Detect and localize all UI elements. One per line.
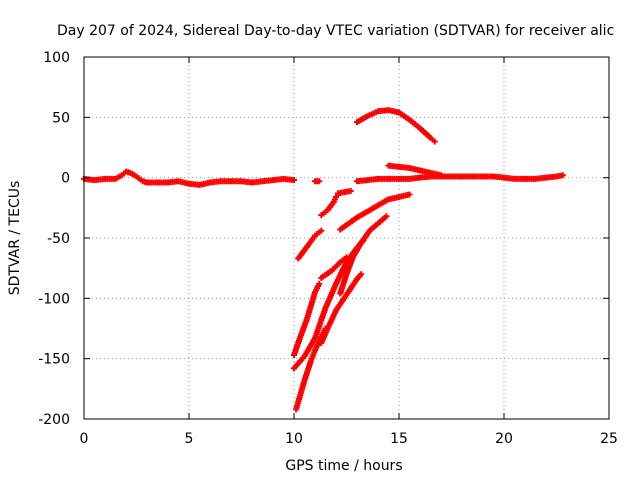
x-tick-label: 10: [285, 431, 303, 447]
axis-ticks: 0 5 10 15 20 25 -200 -150 -100 -50 0 50 100: [38, 50, 618, 447]
x-tick-label: 15: [390, 431, 408, 447]
series-seg-g: [318, 254, 350, 281]
y-tick-label: -200: [38, 412, 70, 428]
data-point: [431, 138, 438, 145]
data-point: [358, 271, 365, 278]
data-point: [318, 227, 325, 234]
x-axis-label: GPS time / hours: [285, 458, 402, 474]
grid-lines: [84, 57, 609, 419]
data-point: [406, 191, 413, 198]
series-seg-h: [337, 213, 390, 297]
series-seg-b: [318, 193, 339, 219]
data-point: [291, 177, 297, 184]
data-point: [343, 254, 350, 261]
data-point: [383, 213, 390, 220]
series-seg-a: [295, 227, 325, 262]
y-tick-label: 50: [52, 110, 70, 126]
x-tick-label: 20: [495, 431, 513, 447]
series-seg-d: [337, 191, 413, 233]
y-tick-label: 100: [43, 50, 70, 66]
x-tick-label: 0: [80, 431, 89, 447]
y-tick-label: -100: [38, 291, 70, 307]
data-point: [438, 172, 444, 179]
data-point: [559, 172, 566, 179]
x-tick-label: 5: [185, 431, 194, 447]
series-seg-e: [291, 280, 323, 359]
x-tick-label: 25: [600, 431, 618, 447]
y-tick-label: -150: [38, 352, 70, 368]
series-seg-j: [318, 271, 365, 346]
data-point: [347, 187, 354, 194]
data-point: [316, 178, 323, 185]
data-point: [333, 193, 339, 200]
series-band-plus-10: [385, 162, 444, 179]
y-axis-label: SDTVAR / TECUs: [7, 181, 23, 296]
data-series: [81, 107, 566, 413]
series-baseline-early: [81, 168, 297, 188]
series-dot-11: [312, 178, 323, 185]
series-arc-top: [354, 107, 438, 145]
data-point: [316, 280, 323, 287]
y-tick-label: 0: [61, 171, 70, 187]
series-seg-c: [335, 187, 354, 197]
chart-title: Day 207 of 2024, Sidereal Day-to-day VTE…: [57, 23, 614, 39]
y-tick-label: -50: [47, 231, 70, 247]
